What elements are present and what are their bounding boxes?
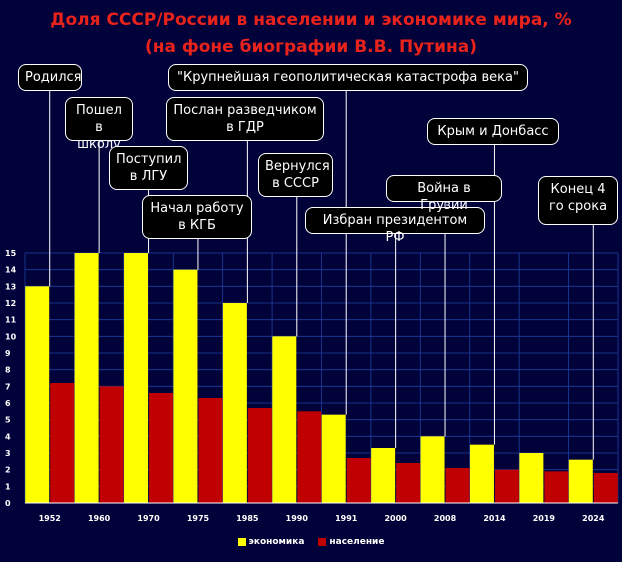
y-tick-label: 4	[5, 432, 11, 441]
annotation-president: Избран президентом РФ	[305, 207, 485, 245]
y-tick-label: 6	[5, 399, 11, 408]
y-tick-label: 11	[5, 316, 17, 325]
bar-economy	[519, 453, 544, 503]
bar-economy	[469, 444, 494, 503]
y-tick-label: 13	[5, 282, 16, 291]
x-tick-label: 2019	[533, 514, 556, 523]
y-tick-label: 7	[5, 382, 11, 391]
bar-population	[50, 383, 75, 503]
x-tick-label: 1970	[137, 514, 160, 523]
bar-population	[396, 463, 421, 503]
bar-population	[149, 393, 174, 503]
legend-label-economy: экономика	[248, 537, 305, 547]
bar-population	[247, 408, 272, 503]
x-tick-label: 2014	[483, 514, 506, 523]
annotation-university: Поступил в ЛГУ	[109, 146, 188, 190]
chart-subtitle: (на фоне биографии В.В. Путина)	[144, 37, 478, 57]
bar-economy	[74, 253, 99, 503]
bar-population	[544, 471, 569, 503]
bar-population	[297, 411, 322, 503]
y-tick-label: 12	[5, 299, 16, 308]
y-tick-label: 0	[5, 499, 11, 508]
bar-population	[593, 473, 618, 503]
bar-economy	[272, 336, 297, 503]
bar-population	[445, 468, 470, 503]
chart-legend: экономика население	[0, 537, 622, 547]
x-tick-label: 1975	[187, 514, 210, 523]
y-tick-label: 1	[5, 482, 11, 491]
bar-population	[494, 469, 519, 503]
bar-population	[198, 398, 223, 503]
x-tick-label: 1991	[335, 514, 358, 523]
bar-economy	[173, 269, 198, 503]
bar-economy	[321, 414, 346, 503]
x-tick-label: 2024	[582, 514, 605, 523]
x-tick-label: 1952	[39, 514, 61, 523]
y-tick-label: 2	[5, 466, 11, 475]
annotation-crimea: Крым и Донбасс	[427, 118, 559, 145]
legend-item-population: население	[318, 537, 384, 547]
bar-economy	[222, 303, 247, 503]
annotation-gdr: Послан разведчиком в ГДР	[166, 97, 324, 141]
x-tick-label: 1985	[236, 514, 259, 523]
annotation-returned: Вернулся в СССР	[258, 153, 333, 197]
annotation-catastrophe: "Крупнейшая геополитическая катастрофа в…	[168, 64, 528, 91]
legend-swatch-economy	[237, 538, 246, 546]
bar-economy	[124, 253, 149, 503]
annotation-school: Пошел в школу	[65, 97, 133, 152]
y-tick-label: 9	[5, 349, 11, 358]
annotation-kgb: Начал работу в КГБ	[142, 195, 252, 239]
x-tick-label: 2008	[434, 514, 457, 523]
chart-title: Доля СССР/России в населении и экономике…	[50, 10, 572, 30]
x-tick-label: 2000	[384, 514, 407, 523]
annotation-term-end: Конец 4 го срока	[538, 176, 618, 225]
y-tick-label: 3	[5, 449, 11, 458]
bar-economy	[420, 436, 445, 503]
bar-economy	[25, 286, 50, 503]
annotation-born: Родился	[18, 64, 82, 91]
legend-item-economy: экономика	[237, 537, 305, 547]
bar-population	[346, 458, 371, 503]
y-tick-label: 14	[5, 266, 17, 275]
y-tick-label: 8	[5, 366, 11, 375]
bar-population	[99, 386, 124, 503]
y-tick-label: 5	[5, 416, 11, 425]
y-tick-label: 15	[5, 249, 17, 258]
legend-swatch-population	[318, 538, 327, 546]
bar-economy	[568, 459, 593, 503]
x-tick-label: 1990	[286, 514, 309, 523]
y-tick-label: 10	[5, 332, 17, 341]
annotation-georgia: Война в Грузии	[386, 175, 502, 213]
bar-economy	[371, 448, 396, 503]
x-tick-label: 1960	[88, 514, 111, 523]
legend-label-population: население	[329, 537, 385, 547]
